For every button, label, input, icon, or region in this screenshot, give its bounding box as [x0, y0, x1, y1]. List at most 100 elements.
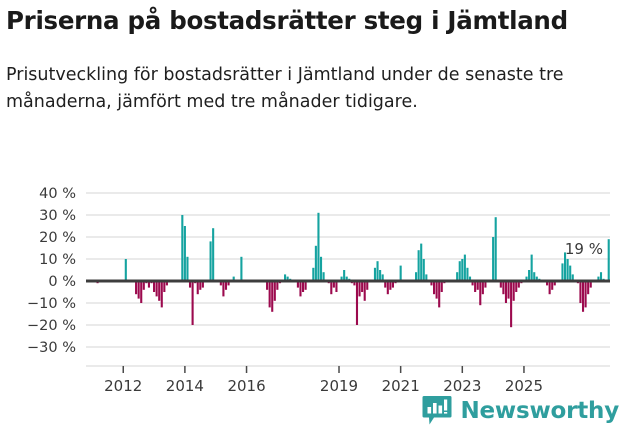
bar	[571, 274, 574, 281]
bar	[363, 281, 366, 301]
bar	[304, 281, 307, 290]
bar	[222, 281, 225, 297]
bar	[345, 276, 348, 281]
bar	[358, 281, 361, 297]
bar	[314, 245, 317, 281]
bar	[425, 274, 428, 281]
bar	[587, 281, 590, 295]
value-label: 19 %	[565, 240, 603, 258]
bar	[417, 250, 420, 281]
bar-series	[96, 212, 610, 328]
bar	[196, 281, 199, 295]
bar	[481, 281, 484, 295]
bar	[474, 281, 477, 292]
bar	[340, 276, 343, 281]
bar	[389, 281, 392, 290]
bar	[181, 215, 184, 281]
bar	[512, 281, 515, 301]
bar	[528, 270, 531, 281]
bar	[271, 281, 274, 312]
bar	[201, 281, 204, 288]
bar	[597, 276, 600, 281]
bar	[361, 281, 364, 292]
bar	[299, 281, 302, 297]
x-axis-tick-label: 2025	[505, 377, 543, 393]
bar	[381, 274, 384, 281]
bar	[458, 261, 461, 281]
bar	[440, 281, 443, 292]
bar	[312, 267, 315, 281]
page-title: Priserna på bostadsrätter steg i Jämtlan…	[6, 6, 568, 35]
bar	[319, 256, 323, 281]
bar	[332, 281, 335, 288]
bar-chart-speech-bubble-icon	[422, 396, 452, 425]
bar	[343, 270, 346, 281]
bar	[581, 281, 585, 312]
bar	[579, 281, 582, 303]
bar	[535, 276, 538, 281]
bar	[379, 270, 382, 281]
bar	[317, 212, 320, 281]
bar	[276, 281, 279, 290]
bar	[438, 281, 441, 308]
bar	[525, 276, 528, 281]
bar	[224, 281, 228, 290]
bar	[124, 259, 127, 281]
x-axis-tick-label: 2014	[166, 377, 204, 393]
bar	[415, 272, 418, 281]
bar	[135, 281, 138, 295]
bar	[188, 281, 192, 288]
bar	[302, 281, 305, 292]
y-axis-tick-label: 0 %	[48, 274, 76, 290]
bar	[366, 281, 369, 290]
bar	[227, 281, 230, 286]
bar	[463, 254, 466, 281]
bar	[499, 281, 502, 288]
bar	[386, 281, 389, 295]
bar	[296, 281, 299, 288]
newsworthy-logo: Newsworthy	[422, 395, 619, 427]
bar	[494, 217, 497, 281]
brand-name: Newsworthy	[460, 397, 619, 424]
bar	[286, 276, 289, 281]
bar	[137, 281, 140, 299]
bar	[466, 267, 469, 281]
bar	[461, 259, 464, 281]
bar	[266, 281, 269, 290]
bar	[165, 281, 168, 286]
bar	[163, 281, 166, 292]
bar	[209, 241, 212, 281]
bar	[376, 261, 379, 281]
bar	[456, 272, 459, 281]
last-value-annotation: 19 %	[565, 240, 603, 258]
bar	[468, 276, 472, 281]
bar	[517, 281, 520, 288]
y-axis-labels: 40 % 30 % 20 % 10 % 0 % −10 % −20 % −30 %	[27, 186, 76, 356]
page-subtitle: Prisutveckling för bostadsrätter i Jämtl…	[6, 65, 564, 112]
y-axis-tick-label: −20 %	[27, 318, 76, 334]
bar	[147, 281, 150, 288]
bar	[153, 281, 156, 292]
bar	[183, 226, 186, 281]
gridlines	[86, 192, 610, 348]
bar	[492, 237, 495, 281]
bar	[199, 281, 202, 290]
x-axis-tick-label: 2016	[227, 377, 265, 393]
bar-chart: 40 % 30 % 20 % 10 % 0 % −10 % −20 % −30 % 2012 2…	[0, 178, 631, 393]
bar	[507, 281, 510, 299]
bar	[548, 281, 551, 295]
bar	[433, 281, 436, 295]
bar	[561, 263, 564, 281]
bar	[158, 281, 161, 301]
bar	[435, 281, 438, 299]
bar	[142, 281, 145, 290]
bar	[155, 281, 158, 297]
bar	[566, 259, 569, 281]
x-axis-tick-label: 2021	[382, 377, 420, 393]
bar	[476, 281, 479, 290]
x-axis: 2012 2014 2016 2019 2021 2023 2025	[86, 365, 610, 393]
bar	[191, 281, 194, 325]
bar	[355, 281, 359, 325]
bar	[322, 272, 325, 281]
